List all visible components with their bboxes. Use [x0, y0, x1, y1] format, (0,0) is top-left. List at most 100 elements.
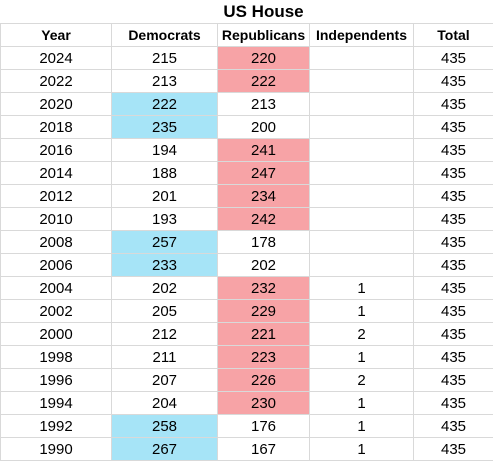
cell-year[interactable]: 1994: [0, 391, 112, 415]
cell[interactable]: [111, 0, 218, 24]
cell-independents[interactable]: [309, 161, 414, 185]
cell-total[interactable]: 435: [413, 345, 493, 369]
cell-democrats[interactable]: 205: [111, 299, 218, 323]
cell-republicans[interactable]: 221: [217, 322, 310, 346]
cell-republicans[interactable]: 230: [217, 391, 310, 415]
table-title[interactable]: US House: [217, 0, 310, 24]
cell-democrats[interactable]: 213: [111, 69, 218, 93]
cell-year[interactable]: 2008: [0, 230, 112, 254]
cell-republicans[interactable]: 247: [217, 161, 310, 185]
cell-democrats[interactable]: 204: [111, 391, 218, 415]
cell-republicans[interactable]: 234: [217, 184, 310, 208]
cell-republicans[interactable]: 176: [217, 414, 310, 438]
cell-democrats[interactable]: 202: [111, 276, 218, 300]
cell-democrats[interactable]: 257: [111, 230, 218, 254]
cell-republicans[interactable]: 202: [217, 253, 310, 277]
cell-independents[interactable]: [309, 207, 414, 231]
cell-year[interactable]: 2022: [0, 69, 112, 93]
cell-independents[interactable]: [309, 115, 414, 139]
cell-independents[interactable]: 1: [309, 391, 414, 415]
cell-independents[interactable]: [309, 46, 414, 70]
cell-year[interactable]: 1998: [0, 345, 112, 369]
cell-total[interactable]: 435: [413, 368, 493, 392]
header-republicans[interactable]: Republicans: [217, 23, 310, 47]
cell-total[interactable]: 435: [413, 276, 493, 300]
cell-total[interactable]: 435: [413, 299, 493, 323]
cell-total[interactable]: 435: [413, 253, 493, 277]
cell-independents[interactable]: [309, 230, 414, 254]
cell-republicans[interactable]: 241: [217, 138, 310, 162]
cell-republicans[interactable]: 220: [217, 46, 310, 70]
cell-democrats[interactable]: 222: [111, 92, 218, 116]
cell-total[interactable]: 435: [413, 138, 493, 162]
cell-year[interactable]: 1992: [0, 414, 112, 438]
cell-democrats[interactable]: 193: [111, 207, 218, 231]
cell[interactable]: [413, 0, 493, 24]
cell-republicans[interactable]: 167: [217, 437, 310, 461]
cell-year[interactable]: 2010: [0, 207, 112, 231]
cell-total[interactable]: 435: [413, 414, 493, 438]
cell-democrats[interactable]: 188: [111, 161, 218, 185]
cell-independents[interactable]: 1: [309, 299, 414, 323]
cell-independents[interactable]: 2: [309, 322, 414, 346]
cell-independents[interactable]: 1: [309, 345, 414, 369]
header-year[interactable]: Year: [0, 23, 112, 47]
cell-year[interactable]: 2016: [0, 138, 112, 162]
cell-republicans[interactable]: 213: [217, 92, 310, 116]
cell-democrats[interactable]: 194: [111, 138, 218, 162]
cell-year[interactable]: 2002: [0, 299, 112, 323]
cell-year[interactable]: 2024: [0, 46, 112, 70]
cell[interactable]: [0, 0, 112, 24]
cell-democrats[interactable]: 212: [111, 322, 218, 346]
cell-republicans[interactable]: 242: [217, 207, 310, 231]
cell-total[interactable]: 435: [413, 161, 493, 185]
cell-democrats[interactable]: 215: [111, 46, 218, 70]
cell[interactable]: [309, 0, 414, 24]
cell-total[interactable]: 435: [413, 437, 493, 461]
cell-independents[interactable]: 2: [309, 368, 414, 392]
cell-republicans[interactable]: 222: [217, 69, 310, 93]
cell-total[interactable]: 435: [413, 391, 493, 415]
cell-year[interactable]: 2000: [0, 322, 112, 346]
cell-independents[interactable]: [309, 92, 414, 116]
cell-year[interactable]: 1990: [0, 437, 112, 461]
cell-democrats[interactable]: 211: [111, 345, 218, 369]
cell-total[interactable]: 435: [413, 230, 493, 254]
cell-democrats[interactable]: 233: [111, 253, 218, 277]
cell-total[interactable]: 435: [413, 46, 493, 70]
cell-independents[interactable]: [309, 253, 414, 277]
cell-independents[interactable]: 1: [309, 276, 414, 300]
cell-year[interactable]: 2004: [0, 276, 112, 300]
cell-total[interactable]: 435: [413, 92, 493, 116]
cell-democrats[interactable]: 207: [111, 368, 218, 392]
cell-total[interactable]: 435: [413, 207, 493, 231]
cell-total[interactable]: 435: [413, 184, 493, 208]
cell-independents[interactable]: [309, 138, 414, 162]
cell-democrats[interactable]: 258: [111, 414, 218, 438]
cell-year[interactable]: 2020: [0, 92, 112, 116]
cell-republicans[interactable]: 178: [217, 230, 310, 254]
cell-year[interactable]: 2014: [0, 161, 112, 185]
cell-republicans[interactable]: 232: [217, 276, 310, 300]
cell-year[interactable]: 2012: [0, 184, 112, 208]
cell-democrats[interactable]: 235: [111, 115, 218, 139]
cell-year[interactable]: 2006: [0, 253, 112, 277]
cell-total[interactable]: 435: [413, 69, 493, 93]
cell-total[interactable]: 435: [413, 322, 493, 346]
cell-independents[interactable]: 1: [309, 414, 414, 438]
header-total[interactable]: Total: [413, 23, 493, 47]
cell-total[interactable]: 435: [413, 115, 493, 139]
cell-republicans[interactable]: 200: [217, 115, 310, 139]
cell-year[interactable]: 2018: [0, 115, 112, 139]
cell-republicans[interactable]: 223: [217, 345, 310, 369]
cell-republicans[interactable]: 229: [217, 299, 310, 323]
header-independents[interactable]: Independents: [309, 23, 414, 47]
cell-republicans[interactable]: 226: [217, 368, 310, 392]
cell-independents[interactable]: 1: [309, 437, 414, 461]
cell-democrats[interactable]: 201: [111, 184, 218, 208]
cell-independents[interactable]: [309, 69, 414, 93]
cell-independents[interactable]: [309, 184, 414, 208]
cell-democrats[interactable]: 267: [111, 437, 218, 461]
cell-year[interactable]: 1996: [0, 368, 112, 392]
header-democrats[interactable]: Democrats: [111, 23, 218, 47]
